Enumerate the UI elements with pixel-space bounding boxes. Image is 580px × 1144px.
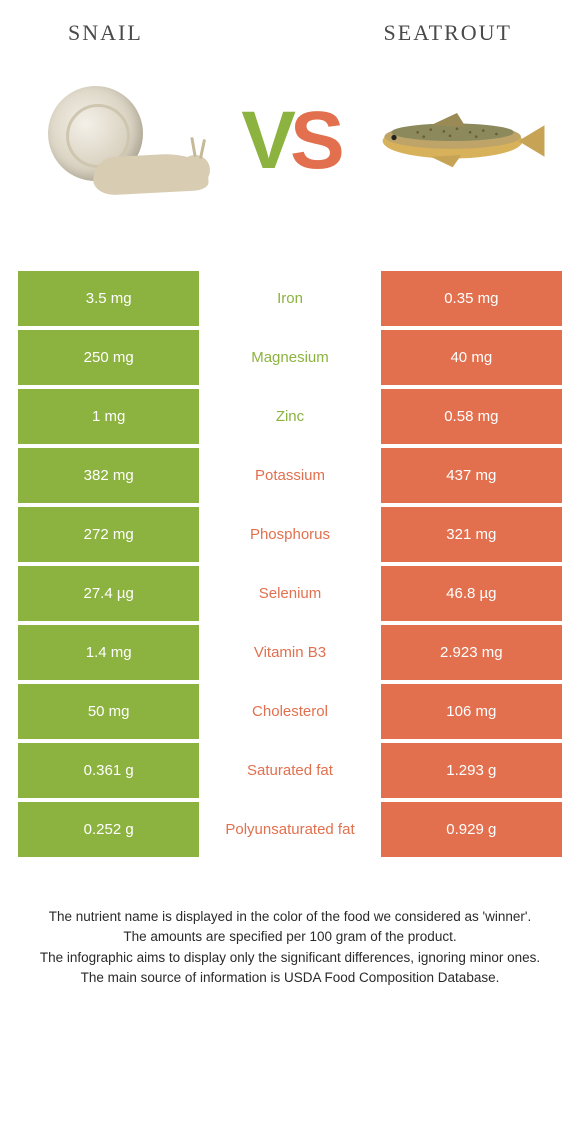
food-title-left: Snail — [68, 20, 143, 46]
hero: VS — [18, 71, 562, 211]
nutrient-name: Polyunsaturated fat — [199, 802, 380, 857]
nutrient-row: 272 mgPhosphorus321 mg — [18, 507, 562, 562]
footer-notes: The nutrient name is displayed in the co… — [18, 907, 562, 988]
value-left: 0.252 g — [18, 802, 199, 857]
header: Snail Seatrout — [18, 20, 562, 46]
value-right: 437 mg — [381, 448, 562, 503]
nutrient-row: 27.4 µgSelenium46.8 µg — [18, 566, 562, 621]
value-left: 272 mg — [18, 507, 199, 562]
footer-line: The main source of information is USDA F… — [22, 968, 558, 988]
value-left: 382 mg — [18, 448, 199, 503]
value-left: 27.4 µg — [18, 566, 199, 621]
food-title-right: Seatrout — [384, 20, 512, 46]
food-image-right — [362, 76, 552, 206]
nutrient-name: Iron — [199, 271, 380, 326]
nutrient-name: Phosphorus — [199, 507, 380, 562]
footer-line: The amounts are specified per 100 gram o… — [22, 927, 558, 947]
nutrient-row: 0.361 gSaturated fat1.293 g — [18, 743, 562, 798]
value-left: 1.4 mg — [18, 625, 199, 680]
nutrient-row: 0.252 gPolyunsaturated fat0.929 g — [18, 802, 562, 857]
food-image-left — [28, 76, 218, 206]
value-right: 0.35 mg — [381, 271, 562, 326]
nutrient-row: 3.5 mgIron0.35 mg — [18, 271, 562, 326]
nutrient-name: Zinc — [199, 389, 380, 444]
value-right: 40 mg — [381, 330, 562, 385]
value-left: 0.361 g — [18, 743, 199, 798]
nutrient-row: 1 mgZinc0.58 mg — [18, 389, 562, 444]
value-left: 1 mg — [18, 389, 199, 444]
nutrient-name: Saturated fat — [199, 743, 380, 798]
nutrient-name: Magnesium — [199, 330, 380, 385]
value-right: 46.8 µg — [381, 566, 562, 621]
footer-line: The nutrient name is displayed in the co… — [22, 907, 558, 927]
nutrient-row: 50 mgCholesterol106 mg — [18, 684, 562, 739]
nutrient-row: 1.4 mgVitamin B32.923 mg — [18, 625, 562, 680]
snail-icon — [38, 81, 208, 201]
footer-line: The infographic aims to display only the… — [22, 948, 558, 968]
nutrient-name: Potassium — [199, 448, 380, 503]
trout-icon — [362, 106, 552, 176]
value-right: 0.58 mg — [381, 389, 562, 444]
nutrient-row: 250 mgMagnesium40 mg — [18, 330, 562, 385]
nutrient-table: 3.5 mgIron0.35 mg250 mgMagnesium40 mg1 m… — [18, 271, 562, 857]
nutrient-name: Selenium — [199, 566, 380, 621]
value-right: 106 mg — [381, 684, 562, 739]
value-left: 50 mg — [18, 684, 199, 739]
value-right: 2.923 mg — [381, 625, 562, 680]
value-right: 0.929 g — [381, 802, 562, 857]
nutrient-name: Vitamin B3 — [199, 625, 380, 680]
value-right: 1.293 g — [381, 743, 562, 798]
value-left: 3.5 mg — [18, 271, 199, 326]
vs-label: VS — [241, 94, 338, 188]
nutrient-row: 382 mgPotassium437 mg — [18, 448, 562, 503]
value-right: 321 mg — [381, 507, 562, 562]
nutrient-name: Cholesterol — [199, 684, 380, 739]
value-left: 250 mg — [18, 330, 199, 385]
